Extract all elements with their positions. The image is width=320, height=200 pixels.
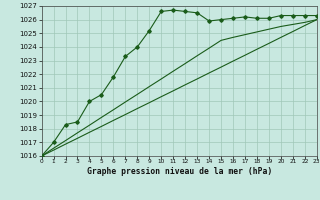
- X-axis label: Graphe pression niveau de la mer (hPa): Graphe pression niveau de la mer (hPa): [87, 167, 272, 176]
